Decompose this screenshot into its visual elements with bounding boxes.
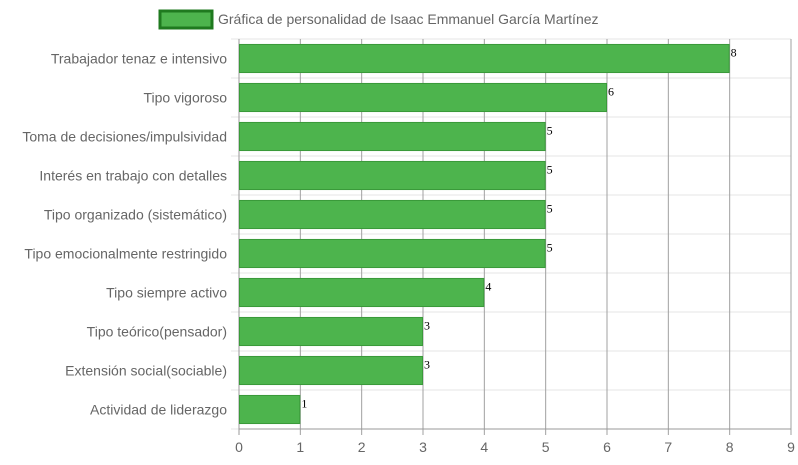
category-label: Tipo vigoroso [143,90,227,106]
bar[interactable] [239,316,423,347]
bar[interactable] [239,199,546,230]
category-label: Tipo siempre activo [106,285,227,301]
x-tick-label: 4 [480,439,488,455]
bars [239,43,730,425]
bar[interactable] [239,238,546,269]
x-tick-label: 6 [603,439,611,455]
x-tick-label: 5 [542,439,550,455]
data-label: 3 [424,358,430,372]
category-labels: Trabajador tenaz e intensivo Tipo vigoros… [22,51,227,418]
data-label: 6 [608,85,614,99]
x-tick-label: 7 [664,439,672,455]
x-tick-label: 9 [787,439,795,455]
data-labels: 8 6 5 5 5 5 4 3 3 1 [301,46,736,411]
legend-swatch[interactable] [158,9,214,30]
category-label: Actividad de liderazgo [90,402,227,418]
data-label: 1 [301,397,307,411]
category-label: Tipo teórico(pensador) [87,324,227,340]
bar[interactable] [239,82,607,113]
x-tick-label: 2 [358,439,366,455]
bar[interactable] [239,277,485,308]
legend[interactable]: Gráfica de personalidad de Isaac Emmanue… [158,9,599,30]
x-tick-labels: 0 1 2 3 4 5 6 7 8 9 [235,439,795,455]
category-label: Trabajador tenaz e intensivo [51,51,227,67]
data-label: 5 [547,124,553,138]
x-tick-label: 1 [296,439,304,455]
data-label: 5 [547,202,553,216]
data-label: 3 [424,319,430,333]
bar[interactable] [239,394,301,425]
x-tick-label: 0 [235,439,243,455]
x-tick-label: 3 [419,439,427,455]
category-label: Tipo organizado (sistemático) [44,207,227,223]
data-label: 4 [485,280,491,294]
bar[interactable] [239,43,730,74]
legend-label[interactable]: Gráfica de personalidad de Isaac Emmanue… [218,11,599,27]
data-label: 5 [547,241,553,255]
category-label: Interés en trabajo con detalles [39,168,227,184]
category-label: Extensión social(sociable) [65,363,227,379]
data-label: 8 [731,46,737,60]
category-label: Toma de decisiones/impulsividad [22,129,227,145]
bar[interactable] [239,355,423,386]
data-label: 5 [547,163,553,177]
x-tick-label: 8 [726,439,734,455]
bar[interactable] [239,160,546,191]
category-label: Tipo emocionalmente restringido [24,246,227,262]
bar[interactable] [239,121,546,152]
